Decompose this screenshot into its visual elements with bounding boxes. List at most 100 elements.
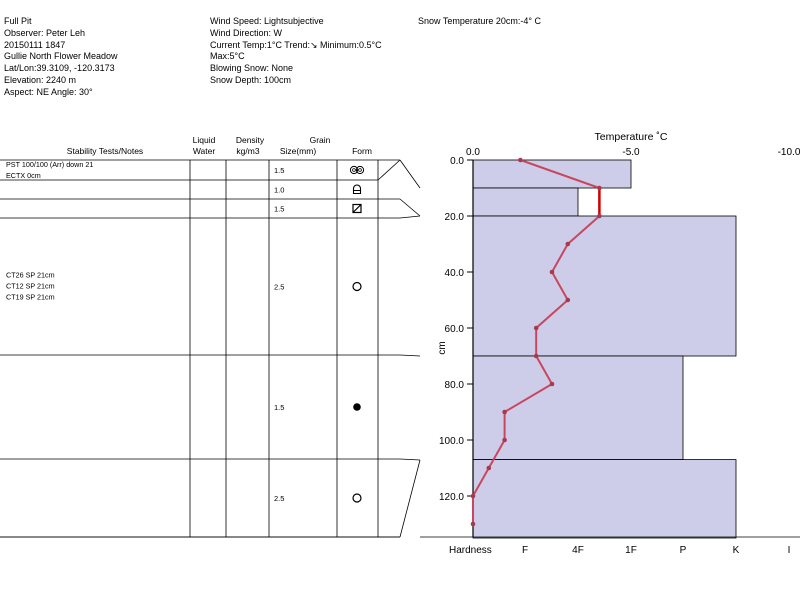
temp-tick-0: 0.0 <box>466 147 480 158</box>
table-row: 1.5 <box>0 403 421 461</box>
stability-note: CT19 SP 21cm <box>6 293 55 302</box>
hardness-label-K: K <box>733 545 740 556</box>
lat-lon: Lat/Lon:39.3109, -120.3173 <box>4 63 115 74</box>
temp-tick-1: -5.0 <box>622 147 640 158</box>
temperature-point <box>470 493 476 499</box>
wind-speed: Wind Speed: Lightsubjective <box>210 16 324 26</box>
header-col3: Snow Temperature 20cm:-4° C <box>418 16 541 28</box>
depth-tick-label-1: 20.0 <box>445 212 465 223</box>
rounding-faceted-icon <box>349 165 365 175</box>
elevation: Elevation: 2240 m <box>4 74 77 85</box>
temperature-point <box>597 185 602 191</box>
grain-header-1: Grain <box>310 135 331 145</box>
row-connector-right <box>399 458 421 461</box>
depth-axis-label: cm <box>437 341 448 354</box>
wind-direction: Wind Direction: W <box>210 27 283 38</box>
hardness-label-1F: 1F <box>625 545 637 556</box>
depth-tick-label-6: 120.0 <box>439 492 464 503</box>
stability-note: CT12 SP 21cm <box>6 282 55 291</box>
liquid-header-1: Liquid <box>193 135 216 145</box>
max-temp: Max:5°C <box>210 51 245 62</box>
temperature-point <box>486 465 492 471</box>
row-connector <box>377 159 401 181</box>
faceted-icon <box>352 203 362 214</box>
table-row: 1.5 PST 100/100 (Arr) down 21 ECTX 0cm <box>0 159 421 189</box>
depth-tick-label-2: 40.0 <box>445 268 465 279</box>
depth-tick-label-4: 80.0 <box>445 380 465 391</box>
hardness-bar-2 <box>472 215 737 357</box>
density-header-2: kg/m3 <box>236 146 259 156</box>
hardness-label-I: I <box>788 545 791 556</box>
hardness-label-F: F <box>522 545 528 556</box>
grain-size-value: 1.5 <box>274 403 284 412</box>
hardness-bar-0 <box>472 159 632 189</box>
snow-depth: Snow Depth: 100cm <box>210 74 292 85</box>
grain-size-value: 2.5 <box>274 283 284 292</box>
chart: Temperature ˚C 0.0 -5.0 -10.0 0.0 20.0 40.… <box>420 131 800 556</box>
grain-size-value: 2.5 <box>274 494 284 503</box>
stability-note: PST 100/100 (Arr) down 21 <box>6 160 93 169</box>
density-header-1: Density <box>236 135 265 145</box>
table-row: 2.5 CT26 SP 21cm CT12 SP 21cm CT19 SP 21cm <box>0 271 421 357</box>
hardness-bar-4 <box>472 459 737 539</box>
depth-hoar-icon <box>352 184 362 195</box>
grain-size-value: 1.5 <box>274 166 284 175</box>
temperature-point <box>549 381 555 387</box>
row-connector-right <box>399 198 421 217</box>
temperature-point <box>518 157 523 163</box>
temperature-point <box>597 213 602 219</box>
observer: Observer: Peter Leh <box>4 27 86 38</box>
hardness-label-4F: 4F <box>572 545 584 556</box>
hardness-labels: F 4F 1F P K I <box>522 545 790 556</box>
temperature-point <box>565 297 571 303</box>
current-temp: Current Temp:1°C Trend:↘ Minimum:0.5°C <box>210 39 382 50</box>
table-grid <box>0 159 400 538</box>
temperature-profile <box>470 157 602 527</box>
graupel-icon <box>353 403 361 411</box>
chart-title: Temperature ˚C <box>595 131 668 143</box>
header-col1: Full Pit Observer: Peter Leh 20150111 18… <box>4 16 118 99</box>
temperature-point <box>470 521 476 527</box>
table-row: 1.0 <box>0 184 421 217</box>
hardness-axis-label: Hardness <box>449 545 492 556</box>
liquid-header-2: Water <box>193 146 216 156</box>
form-header: Form <box>352 146 372 156</box>
table-row: 1.5 <box>0 203 421 219</box>
grain-header-2: Size(mm) <box>280 146 317 156</box>
temperature-point <box>502 409 507 415</box>
date: 20150111 1847 <box>4 39 66 50</box>
location: Gullie North Flower Meadow <box>4 51 118 62</box>
row-connector-right <box>399 354 421 357</box>
grain-size-value: 1.5 <box>274 205 284 214</box>
temperature-point <box>549 269 555 275</box>
temperature-point <box>502 437 507 443</box>
aspect: Aspect: NE Angle: 30° <box>4 86 93 97</box>
row-connector-right <box>399 215 421 219</box>
stability-note: CT26 SP 21cm <box>6 271 55 280</box>
table-row: 2.5 <box>0 459 421 538</box>
hardness-bars <box>472 159 737 539</box>
temperature-line <box>472 159 601 524</box>
row-connector-right <box>399 159 421 189</box>
depth-tick-label-5: 100.0 <box>439 436 464 447</box>
stability-note: ECTX 0cm <box>6 171 41 180</box>
hardness-bar-3 <box>472 355 684 460</box>
header-col2: Wind Speed: Lightsubjective Wind Directi… <box>210 16 382 87</box>
stability-header: Stability Tests/Notes <box>67 146 143 156</box>
table-header: Stability Tests/Notes Liquid Water Densi… <box>67 135 372 156</box>
depth-ticks: 0.0 20.0 40.0 60.0 80.0 100.0 120.0 <box>439 156 473 503</box>
temperature-point <box>565 241 571 247</box>
blowing-snow: Blowing Snow: None <box>210 63 294 74</box>
hardness-label-P: P <box>680 545 687 556</box>
temp-tick-2: -10.0 <box>778 147 800 158</box>
rounded-grains-icon <box>352 281 362 292</box>
depth-tick-label-0: 0.0 <box>450 156 464 167</box>
snow-temperature: Snow Temperature 20cm:-4° C <box>418 16 541 26</box>
hardness-bar-1 <box>472 187 579 217</box>
rounded-grains-icon <box>352 493 362 503</box>
row-connector-right <box>399 459 421 538</box>
temperature-point <box>533 325 539 331</box>
grain-size-value: 1.0 <box>274 186 284 195</box>
